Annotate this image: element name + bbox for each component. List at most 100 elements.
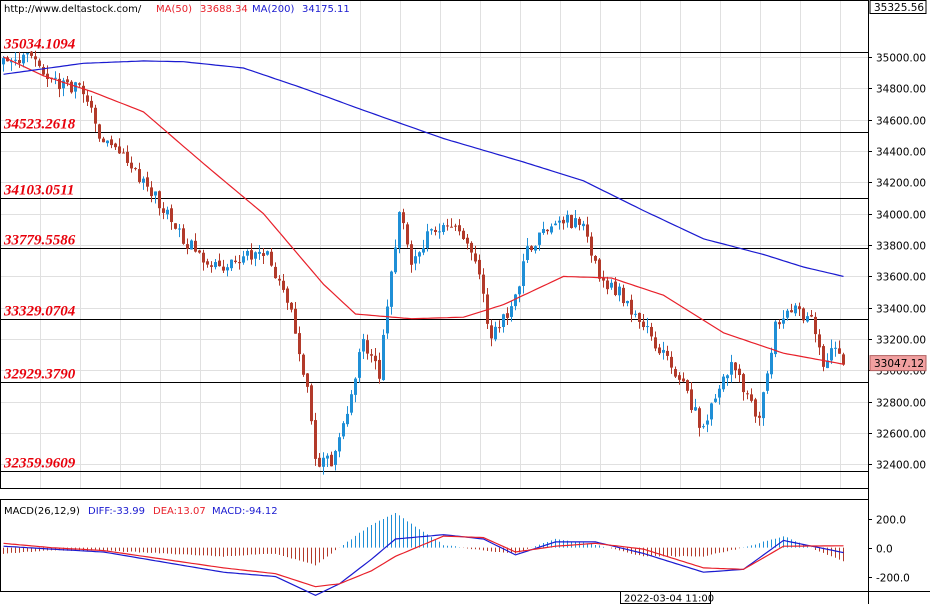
candle-body [38, 60, 41, 66]
candle-body [714, 398, 717, 402]
candle-body [478, 259, 481, 275]
candle-body [762, 392, 765, 419]
price-tick-label: 34200.00 [876, 178, 926, 190]
candle-body [738, 368, 741, 375]
candle-body [66, 79, 69, 83]
candle-body [194, 240, 197, 252]
candle-body [130, 162, 133, 169]
candle-body [230, 259, 233, 269]
candle-body [794, 305, 797, 314]
candle-body [678, 375, 681, 380]
ma50-value: 33688.34 [200, 4, 248, 15]
candle-body [310, 385, 313, 422]
candle-body [98, 124, 101, 139]
candle-body [278, 278, 281, 281]
candle-body [618, 286, 621, 296]
candle-body [270, 251, 273, 266]
candle-body [394, 247, 397, 273]
price-panel [0, 0, 869, 489]
candle-body [182, 228, 185, 244]
candle-body [78, 83, 81, 85]
candle-body [18, 59, 21, 64]
candle-body [206, 261, 209, 265]
grid [1, 1, 868, 488]
candle-body [406, 224, 409, 245]
source-url[interactable]: http://www.deltastock.com/ [4, 4, 142, 15]
candle-body [234, 260, 237, 262]
level-label: 33779.5586 [3, 233, 76, 249]
candle-body [774, 321, 777, 355]
candle-body [466, 237, 469, 244]
candle-body [682, 378, 685, 382]
price-tick-label: 32400.00 [876, 460, 926, 472]
candle-body [758, 415, 761, 418]
macd-diff: DIFF:-33.99 [88, 506, 145, 517]
candle-body [754, 399, 757, 417]
level-label: 34103.0511 [3, 183, 74, 199]
candle-body [170, 208, 173, 223]
level-labels: 35034.1094 34523.2618 34103.0511 33779.5586… [3, 37, 76, 472]
candle-body [346, 413, 349, 425]
candle-body [582, 223, 585, 227]
support-resistance-lines [1, 52, 868, 472]
candle-body [510, 306, 513, 317]
candle-body [538, 232, 541, 245]
candle-body [834, 347, 837, 349]
candle-body [650, 326, 653, 337]
candle-body [598, 259, 601, 279]
candle-body [202, 252, 205, 263]
candle-body [30, 51, 33, 56]
candle-body [186, 244, 189, 249]
candle-body [630, 299, 633, 315]
candle-body [326, 455, 329, 459]
candle-body [526, 246, 529, 261]
ma50-line [3, 56, 844, 365]
candle-body [158, 191, 161, 209]
level-label: 34523.2618 [3, 117, 76, 133]
candle-body [734, 362, 737, 371]
candle-body [402, 212, 405, 224]
candle-body [290, 302, 293, 310]
candle-body [638, 312, 641, 322]
level-label: 33329.0704 [3, 304, 76, 320]
candle-body [642, 321, 645, 328]
candle-body [462, 230, 465, 239]
candle-body [174, 223, 177, 229]
candle-body [146, 177, 149, 187]
candle-body [422, 248, 425, 253]
candle-body [214, 262, 217, 268]
candle-body [674, 369, 677, 377]
macd-label: MACD(26,12,9) [4, 506, 80, 517]
candle-body [338, 437, 341, 452]
candle-body [198, 250, 201, 253]
candle-body [154, 191, 157, 196]
candle-body [438, 231, 441, 233]
candle-body [434, 229, 437, 232]
candle-body [362, 338, 365, 352]
candle-body [782, 318, 785, 324]
price-tick-label: 34000.00 [876, 210, 926, 222]
candle-body [82, 85, 85, 95]
candle-body [786, 310, 789, 318]
candle-body [546, 229, 549, 232]
candle-body [246, 250, 249, 256]
candle-body [386, 306, 389, 334]
candle-body [90, 100, 93, 108]
candle-body [106, 140, 109, 144]
price-tick-label: 34600.00 [876, 116, 926, 128]
candle-body [610, 282, 613, 288]
candle-body [322, 457, 325, 467]
candle-body [254, 252, 257, 259]
candle-body [594, 256, 597, 261]
price-tick-label: 32600.00 [876, 429, 926, 441]
candle-body [570, 215, 573, 228]
candle-body [806, 316, 809, 322]
macd-indicator [3, 512, 844, 596]
candle-body [458, 225, 461, 232]
current-price-value: 33047.12 [874, 358, 924, 370]
candle-body [426, 231, 429, 248]
candle-body [58, 78, 61, 90]
candle-body [750, 394, 753, 401]
candle-body [698, 408, 701, 428]
